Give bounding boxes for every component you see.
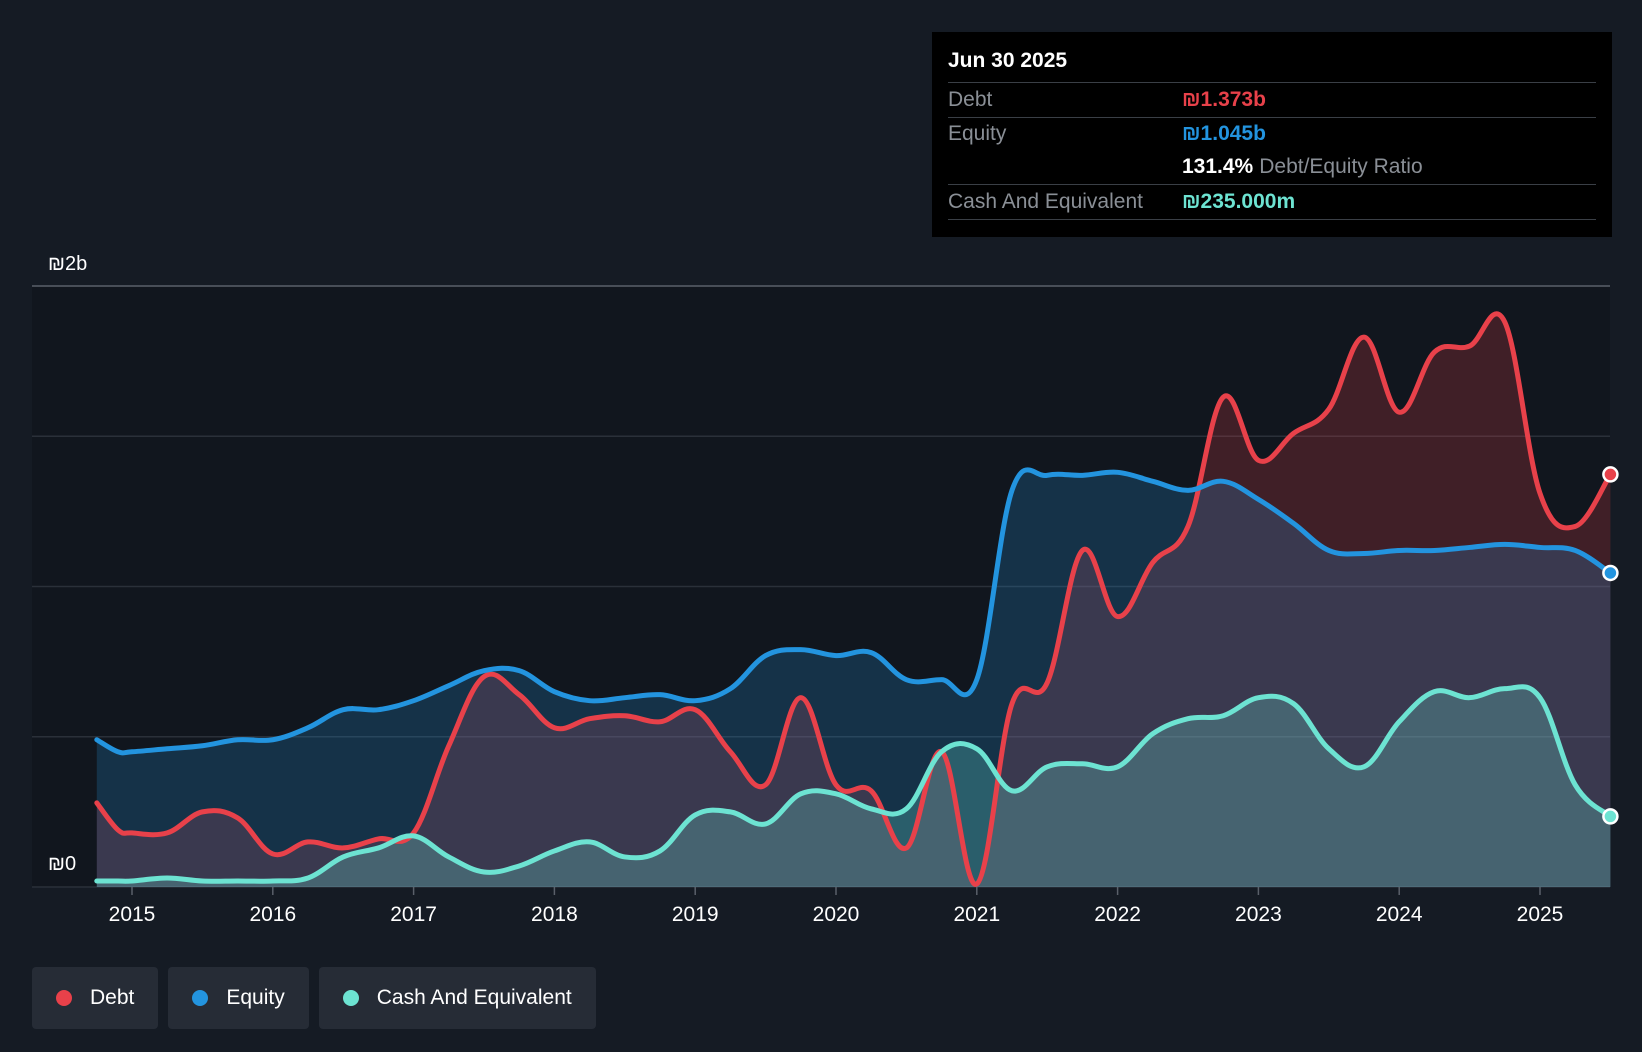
cash-and-equivalent-area [96, 686, 1611, 887]
chart-legend: Debt Equity Cash And Equivalent [32, 967, 596, 1029]
hover-tooltip: Jun 30 2025 Debt ₪1.373b Equity ₪1.045b … [932, 32, 1612, 237]
debt-endpoint[interactable] [1602, 466, 1619, 483]
legend-label-debt: Debt [90, 986, 135, 1009]
x-tick-label: 2016 [249, 903, 296, 926]
tooltip-ratio-value: 131.4% [1182, 155, 1254, 178]
series-endpoints [1602, 466, 1619, 825]
equity-line [94, 467, 1613, 756]
x-tick-label: 2015 [109, 903, 156, 926]
legend-item-debt[interactable]: Debt [32, 967, 159, 1029]
series-areas [96, 313, 1611, 888]
legend-item-equity[interactable]: Equity [168, 967, 309, 1029]
debt-area [96, 313, 1611, 888]
tooltip-equity-label: Equity [948, 122, 1007, 145]
x-tick-label: 2022 [1094, 903, 1141, 926]
tooltip-debt-row: Debt ₪1.373b [948, 83, 1596, 118]
cash-and-equivalent-endpoint[interactable] [1602, 808, 1619, 825]
x-tick-label: 2021 [953, 903, 1000, 926]
debt-line [94, 311, 1613, 887]
legend-label-cash: Cash And Equivalent [376, 986, 572, 1009]
y-axis-bottom-label: ₪0 [48, 853, 76, 875]
tooltip-ratio-label: Debt/Equity Ratio [1259, 155, 1423, 178]
legend-dot-icon [342, 990, 359, 1006]
tooltip-cash-label: Cash And Equivalent [948, 190, 1143, 213]
tooltip-cash-row: Cash And Equivalent ₪235.000m [948, 185, 1596, 220]
legend-item-cash[interactable]: Cash And Equivalent [318, 967, 596, 1029]
x-tick-label: 2017 [390, 903, 437, 926]
tooltip-equity-row: Equity ₪1.045b [948, 118, 1596, 150]
legend-dot-icon [192, 990, 209, 1006]
x-tick-label: 2024 [1376, 903, 1423, 926]
series-lines [94, 311, 1613, 887]
tooltip-ratio-row: 131.4% Debt/Equity Ratio [948, 150, 1596, 185]
x-tick-label: 2025 [1517, 903, 1564, 926]
legend-label-equity: Equity [226, 986, 285, 1009]
equity-area [96, 469, 1611, 887]
x-tick-label: 2020 [813, 903, 860, 926]
x-tick-label: 2023 [1235, 903, 1282, 926]
x-axis-ticks: 2015 2016 2017 2018 2019 2020 2021 2022 2023 2024… [109, 887, 1564, 926]
tooltip-equity-value: ₪1.045b [1182, 122, 1266, 145]
tooltip-debt-label: Debt [948, 88, 993, 111]
tooltip-cash-value: ₪235.000m [1182, 190, 1296, 213]
tooltip-date: Jun 30 2025 [948, 46, 1596, 83]
legend-dot-icon [56, 990, 72, 1006]
equity-endpoint[interactable] [1602, 564, 1619, 582]
x-tick-label: 2019 [672, 903, 719, 926]
tooltip-debt-value: ₪1.373b [1182, 88, 1266, 111]
cash-and-equivalent-line [94, 684, 1613, 884]
y-axis-top-label: ₪2b [48, 253, 87, 275]
x-tick-label: 2018 [531, 903, 578, 926]
